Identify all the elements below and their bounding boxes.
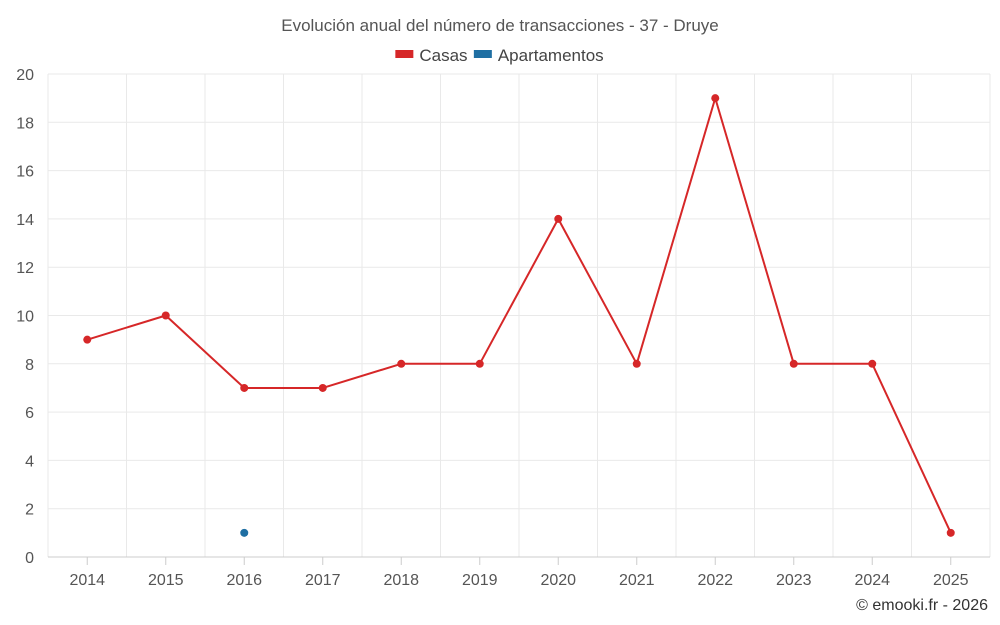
- axes: 0 2 4 6 8 10 12 14 16 18 20 2014 2015 2016 2017 2018 201…: [16, 67, 990, 589]
- y-tick-label: 16: [16, 164, 34, 181]
- y-tick-label: 0: [25, 550, 34, 567]
- y-tick-label: 8: [25, 357, 34, 374]
- grid: [47, 73, 991, 557]
- data-point[interactable]: [711, 94, 720, 103]
- x-tick-label: 2025: [933, 572, 969, 589]
- series-line: [86, 97, 952, 534]
- data-point[interactable]: [240, 383, 249, 392]
- data-point[interactable]: [632, 359, 641, 368]
- data-point[interactable]: [554, 214, 563, 223]
- x-tick-label: 2018: [383, 572, 419, 589]
- data-point[interactable]: [397, 359, 406, 368]
- y-tick-label: 6: [25, 405, 34, 422]
- data-point[interactable]: [475, 359, 484, 368]
- legend-swatch: [395, 50, 414, 58]
- x-tick-label: 2023: [776, 572, 812, 589]
- x-tick-label: 2020: [540, 572, 576, 589]
- y-tick-label: 20: [16, 67, 34, 84]
- data-point[interactable]: [83, 335, 92, 344]
- y-tick-label: 2: [25, 502, 34, 519]
- y-tick-label: 14: [16, 212, 34, 229]
- series-apartamentos: [240, 528, 249, 537]
- x-tick-label: 2021: [619, 572, 655, 589]
- x-tick-label: 2015: [148, 572, 184, 589]
- y-tick-label: 10: [16, 309, 34, 326]
- legend-label: Apartamentos: [498, 46, 604, 65]
- data-point[interactable]: [240, 528, 249, 537]
- data-point[interactable]: [868, 359, 877, 368]
- y-tick-label: 18: [16, 115, 34, 132]
- data-point[interactable]: [161, 311, 170, 320]
- legend-label: Casas: [419, 46, 467, 65]
- legend-item-casas[interactable]: Casas: [395, 46, 468, 65]
- credit-text: © emooki.fr - 2026: [856, 597, 988, 614]
- x-tick-label: 2016: [226, 572, 262, 589]
- x-tick-label: 2019: [462, 572, 498, 589]
- data-point[interactable]: [318, 383, 327, 392]
- x-tick-label: 2017: [305, 572, 341, 589]
- legend-swatch: [473, 50, 492, 58]
- y-tick-label: 4: [25, 453, 34, 470]
- data-point[interactable]: [946, 528, 955, 537]
- chart-title: Evolución anual del número de transaccio…: [281, 16, 719, 35]
- data-point[interactable]: [789, 359, 798, 368]
- x-tick-label: 2014: [69, 572, 105, 589]
- series-casas: [83, 94, 955, 537]
- x-tick-label: 2024: [854, 572, 890, 589]
- y-tick-label: 12: [16, 260, 34, 277]
- legend: Casas Apartamentos: [395, 46, 604, 65]
- x-tick-label: 2022: [697, 572, 733, 589]
- series-layer: [83, 94, 955, 537]
- legend-item-apartamentos[interactable]: Apartamentos: [473, 46, 604, 65]
